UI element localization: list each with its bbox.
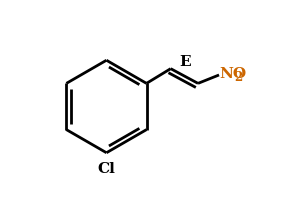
Text: E: E (180, 55, 191, 69)
Text: Cl: Cl (97, 162, 116, 176)
Text: NO: NO (220, 67, 247, 81)
Text: 2: 2 (234, 71, 243, 83)
